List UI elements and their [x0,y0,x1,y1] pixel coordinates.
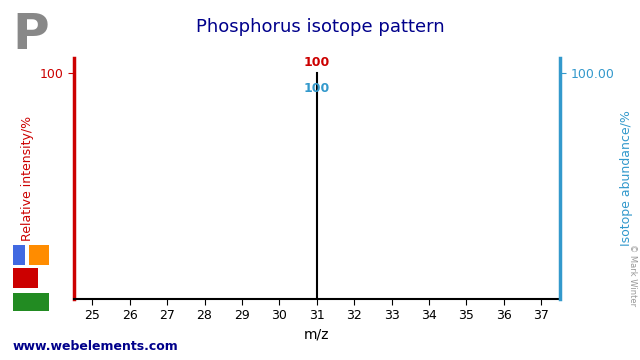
Bar [13,268,38,288]
Text: www.webelements.com: www.webelements.com [13,340,179,353]
Text: 100: 100 [303,82,330,95]
X-axis label: m/z: m/z [304,328,330,342]
Text: Phosphorus isotope pattern: Phosphorus isotope pattern [196,18,444,36]
Text: 100: 100 [303,56,330,69]
Y-axis label: Relative intensity/%: Relative intensity/% [20,116,34,241]
Bar [29,245,49,265]
Text: P: P [13,11,49,59]
Y-axis label: Isotope abundance/%: Isotope abundance/% [620,110,633,246]
Bar [13,293,49,311]
Bar [13,245,25,265]
Text: © Mark Winter: © Mark Winter [628,244,637,306]
